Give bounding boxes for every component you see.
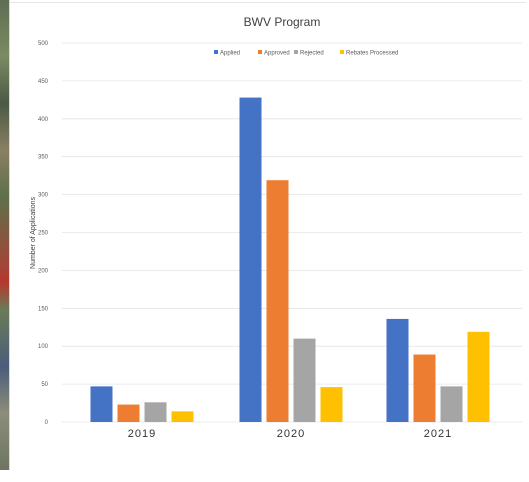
y-tick-label: 200 (38, 268, 49, 274)
legend-entry: Rebates Processed (346, 51, 398, 57)
chart-frame: BWV Program Applied Approved Rejected Rebat… (10, 2, 526, 479)
bar-applied-2019 (90, 386, 113, 422)
y-tick-label: 0 (45, 420, 49, 426)
legend-entry: Rejected (300, 51, 324, 57)
legend-swatch (258, 50, 262, 54)
legend-swatch (214, 50, 218, 54)
x-axis-categories: 2019 2020 2021 (128, 428, 452, 440)
y-tick-label: 500 (38, 41, 49, 47)
bar-rejected-2021 (440, 386, 463, 422)
y-axis-label: Number of Applications (30, 197, 37, 269)
bar-rebates-processed-2020 (320, 387, 343, 422)
y-tick-label: 100 (38, 344, 49, 350)
y-tick-label: 350 (38, 155, 49, 161)
bar-approved-2020 (266, 180, 289, 422)
y-tick-label: 50 (41, 382, 48, 388)
y-tick-label: 450 (38, 79, 49, 85)
x-category-label: 2019 (128, 428, 156, 440)
x-category-label: 2021 (424, 428, 452, 440)
bar-approved-2019 (117, 404, 140, 422)
bar-applied-2020 (239, 97, 262, 423)
y-tick-label: 400 (38, 117, 49, 123)
y-tick-label: 300 (38, 193, 49, 199)
legend-swatch (340, 50, 344, 54)
background-photo-strip (0, 0, 10, 470)
legend-swatch (294, 50, 298, 54)
bars (90, 97, 490, 423)
chart-title: BWV Program (244, 15, 321, 29)
x-category-label: 2020 (277, 428, 305, 440)
bar-rebates-processed-2021 (467, 331, 490, 422)
chart-legend: Applied Approved Rejected Rebates Processed (214, 50, 398, 57)
y-tick-label: 250 (38, 231, 49, 237)
bar-applied-2021 (386, 318, 409, 422)
bar-rejected-2019 (144, 402, 167, 422)
bar-approved-2021 (413, 354, 436, 422)
y-tick-label: 150 (38, 306, 49, 312)
y-axis-ticks: 0 50 100 150 200 250 300 350 400 450 500 (38, 41, 49, 426)
bar-chart: BWV Program Applied Approved Rejected Rebat… (30, 15, 522, 440)
legend-entry: Approved (264, 51, 290, 57)
legend-entry: Applied (220, 51, 240, 57)
bar-rebates-processed-2019 (171, 411, 194, 422)
gridlines (62, 42, 522, 423)
bar-rejected-2020 (293, 338, 316, 422)
